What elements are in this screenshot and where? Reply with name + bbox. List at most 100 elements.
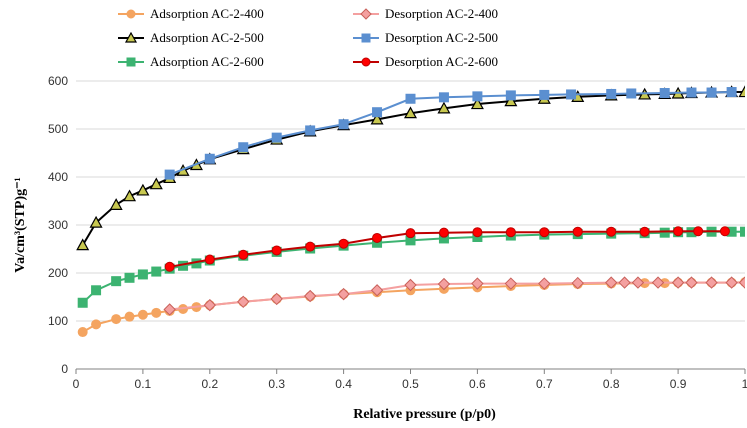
x-tick-label: 1 [742, 377, 747, 391]
data-point [438, 92, 449, 103]
data-point [305, 241, 316, 252]
data-point [136, 183, 150, 196]
data-point [438, 227, 449, 238]
data-point [472, 91, 483, 102]
x-tick-label: 0.3 [268, 377, 285, 391]
legend-item-desorption-ac-2-400: Desorption AC-2-400 [353, 6, 588, 22]
y-tick-label: 200 [48, 266, 68, 280]
data-point [437, 277, 451, 291]
data-point [91, 285, 102, 296]
x-tick-label: 0.7 [536, 377, 553, 391]
legend-item-adsorption-ac-2-500: Adsorption AC-2-500 [118, 30, 353, 46]
data-point [659, 88, 670, 98]
series-line [169, 230, 725, 268]
data-point [470, 97, 484, 110]
x-tick-label: 0.6 [469, 377, 486, 391]
legend-swatch [353, 33, 379, 43]
x-tick-label: 0 [73, 377, 80, 391]
data-point [151, 266, 162, 277]
data-point [370, 112, 384, 125]
series-line [169, 91, 732, 176]
data-point [370, 284, 384, 297]
x-axis-title: Relative pressure (p/p0) [353, 407, 496, 422]
data-point [76, 238, 90, 251]
data-point [124, 311, 135, 322]
x-tick-label: 0.1 [135, 377, 152, 391]
data-point [337, 287, 350, 301]
data-point [719, 226, 730, 237]
legend-item-adsorption-ac-2-400: Adsorption AC-2-400 [118, 6, 353, 22]
legend-marker [361, 57, 371, 67]
data-point [271, 245, 282, 256]
data-point [673, 226, 684, 237]
data-point [303, 289, 317, 303]
series-adsorption-ac-2-600 [77, 226, 745, 308]
data-point [372, 232, 383, 243]
x-tick-labels: 0 0.1 0.2 0.3 0.4 0.5 0.6 0.7 0.8 0.9 1 [73, 369, 747, 391]
data-point [740, 226, 745, 237]
data-point [738, 276, 745, 289]
y-axis-title: Va/cm³(STP)g⁻¹ [13, 177, 28, 272]
data-point [89, 215, 103, 228]
y-tick-labels: 0 100 200 300 400 500 600 [48, 74, 68, 376]
data-point [437, 101, 451, 114]
data-point [651, 276, 665, 289]
data-point [204, 254, 215, 265]
data-point [738, 85, 745, 98]
data-point [706, 87, 717, 98]
legend-label: Adsorption AC-2-500 [150, 30, 264, 45]
series-desorption-ac-2-400 [163, 276, 745, 316]
legend-marker [360, 8, 372, 20]
data-point [639, 226, 650, 237]
data-point [163, 303, 176, 316]
data-point [504, 94, 518, 107]
data-point [124, 272, 135, 283]
data-point [659, 227, 670, 238]
data-point [405, 228, 416, 239]
data-point [137, 309, 148, 320]
legend-row: Adsorption AC-2-600 Desorption AC-2-600 [118, 50, 588, 74]
legend-marker [126, 9, 136, 19]
data-point [693, 226, 704, 237]
data-point [164, 169, 175, 180]
data-point [505, 90, 516, 101]
y-tick-label: 400 [48, 170, 68, 184]
data-point [372, 107, 383, 118]
data-point [338, 119, 349, 130]
data-point [111, 276, 122, 287]
x-tick-label: 0.9 [670, 377, 687, 391]
data-point [671, 276, 685, 289]
data-point [405, 93, 416, 104]
data-point [705, 276, 718, 289]
data-point [237, 295, 250, 309]
data-point [725, 276, 738, 289]
data-point [686, 87, 697, 98]
legend-item-desorption-ac-2-500: Desorption AC-2-500 [353, 30, 588, 46]
legend-swatch [118, 57, 144, 67]
y-tick-label: 0 [61, 362, 68, 376]
data-point [471, 277, 484, 290]
series-desorption-ac-2-600 [164, 226, 730, 272]
y-tick-label: 600 [48, 74, 68, 88]
data-point [77, 327, 88, 338]
data-point [606, 226, 617, 237]
legend-swatch [118, 32, 144, 43]
data-point [618, 276, 631, 289]
data-point [472, 227, 483, 238]
legend-item-desorption-ac-2-600: Desorption AC-2-600 [353, 54, 588, 70]
x-tick-label: 0.8 [603, 377, 620, 391]
data-point [685, 276, 698, 289]
legend-swatch [118, 9, 144, 19]
y-tick-label: 100 [48, 314, 68, 328]
data-point [238, 142, 249, 153]
legend-swatch [353, 57, 379, 67]
data-point [338, 238, 349, 249]
legend-marker [361, 33, 371, 43]
legend-swatch [353, 8, 379, 20]
legend-label: Desorption AC-2-400 [385, 6, 499, 21]
legend-item-adsorption-ac-2-600: Adsorption AC-2-600 [118, 54, 353, 70]
data-point [109, 198, 123, 210]
legend-marker [126, 57, 136, 67]
